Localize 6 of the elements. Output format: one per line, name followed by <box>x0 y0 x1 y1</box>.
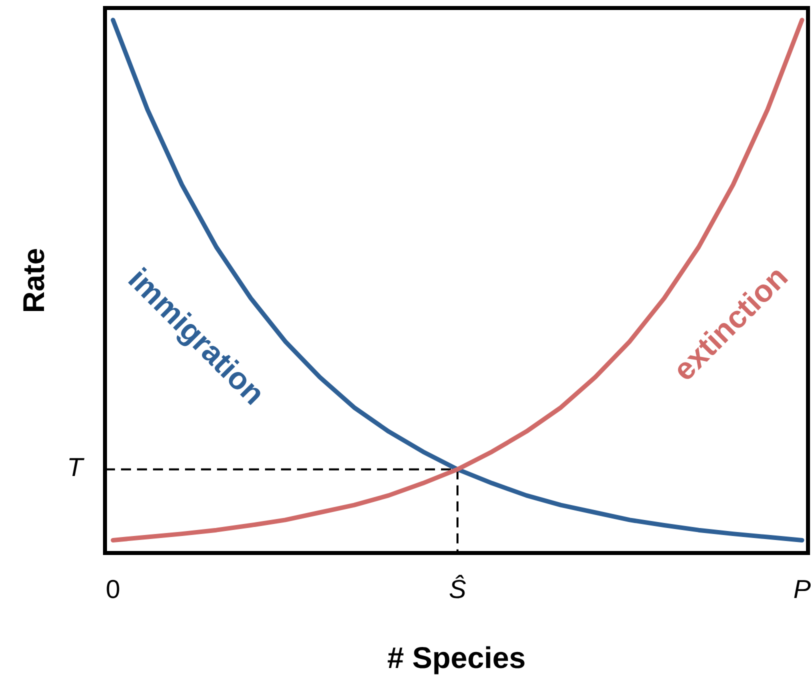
x-tick-label: P <box>793 574 811 604</box>
x-axis-title: # Species <box>387 642 526 675</box>
ref-line-label: T <box>67 452 86 482</box>
y-axis-title: Rate <box>18 248 51 314</box>
x-tick-label: 0 <box>106 574 120 604</box>
x-tick-label: Ŝ <box>448 574 467 604</box>
